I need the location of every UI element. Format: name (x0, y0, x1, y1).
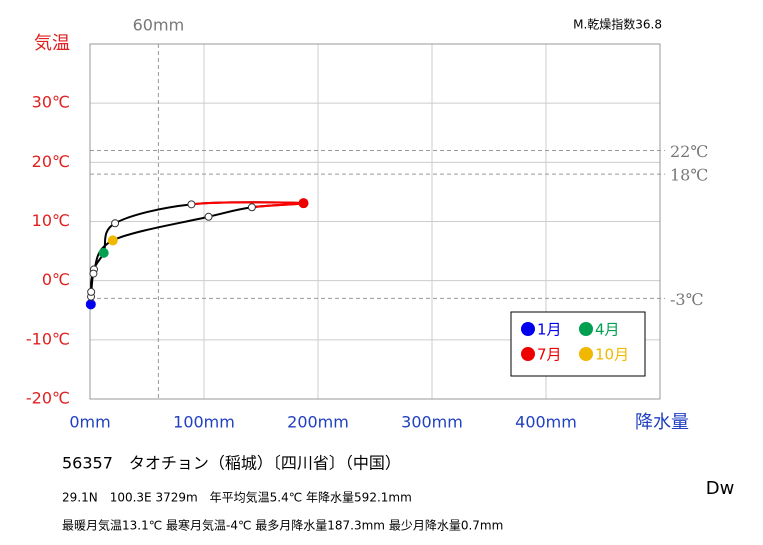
legend-box (510, 311, 646, 377)
info: 最暖月気温13.1℃ 最寒月気温-4℃ 最多月降水量187.3mm 最少月降水量… (62, 518, 503, 533)
x-tick-label: 300mm (401, 413, 463, 432)
month-point (111, 219, 120, 228)
legend-label: 4月 (595, 321, 620, 339)
x-tick-label: 100mm (173, 413, 235, 432)
x-axis-label: 降水量 (635, 412, 689, 433)
x-tick-label: 0mm (69, 413, 110, 432)
info: 29.1N 100.3E 3729m 年平均気温5.4℃ 年降水量592.1mm (62, 490, 412, 505)
month-point (85, 299, 96, 310)
legend-label: 1月 (537, 321, 562, 339)
dryness-index: M.乾燥指数36.8 (573, 17, 662, 32)
y-tick-label: 0℃ (42, 270, 70, 289)
legend-swatch (521, 322, 535, 336)
month-point (298, 198, 309, 209)
legend-swatch (579, 347, 593, 361)
month-point (187, 200, 196, 209)
reference-label: 22℃ (670, 142, 708, 161)
y-axis-label: 気温 (34, 33, 70, 54)
legend-label: 10月 (595, 346, 629, 364)
month-point (98, 247, 109, 258)
y-tick-label: -10℃ (26, 329, 70, 348)
legend-label: 7月 (537, 346, 562, 364)
station: 56357 タオチョン（稲城）〔四川省〕（中国） (62, 454, 401, 473)
month-point (204, 212, 213, 221)
legend-swatch (579, 322, 593, 336)
reference-label: 18℃ (670, 166, 708, 185)
y-tick-label: 20℃ (32, 152, 70, 171)
plot-border (89, 43, 661, 400)
month-point (107, 235, 118, 246)
x-tick-label: 400mm (515, 413, 577, 432)
month-point (89, 269, 98, 278)
climate-class: Dw (706, 478, 735, 499)
month-point (247, 203, 256, 212)
reference-label: -3℃ (670, 290, 703, 309)
reference-label: 60mm (133, 16, 185, 35)
y-tick-label: 30℃ (32, 93, 70, 112)
month-point (87, 287, 96, 296)
y-tick-label: -20℃ (26, 389, 70, 408)
legend-swatch (521, 347, 535, 361)
y-tick-label: 10℃ (32, 211, 70, 230)
x-tick-label: 200mm (287, 413, 349, 432)
